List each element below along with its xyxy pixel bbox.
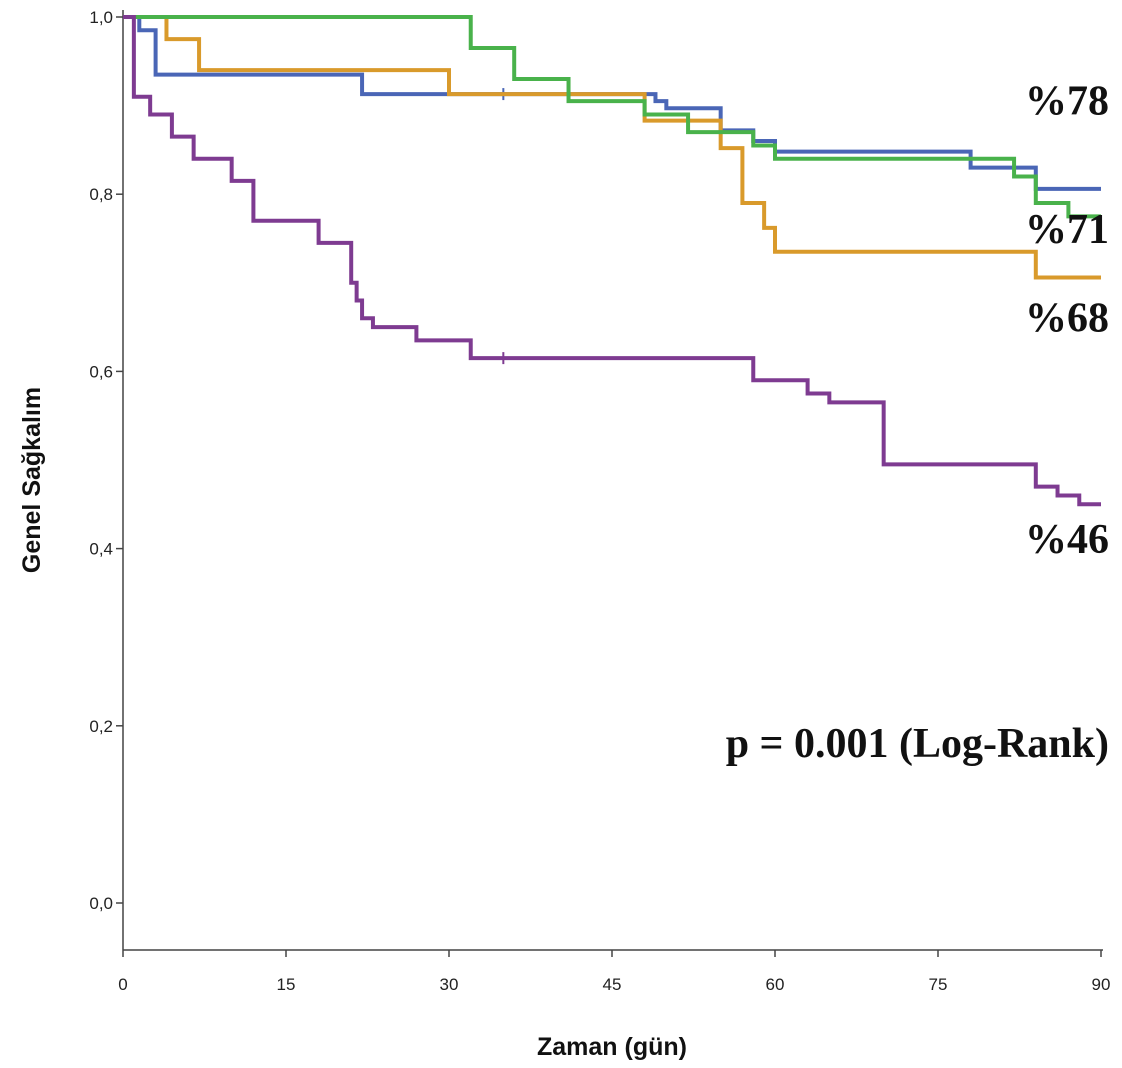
y-tick-label: 0,4: [89, 540, 113, 559]
x-tick-label: 15: [277, 975, 296, 994]
y-tick-label: 0,2: [89, 717, 113, 736]
survival-percent-label: %68: [1025, 296, 1109, 342]
chart-annotations: %78 %71 %68 %46 p = 0.001 (Log-Rank): [726, 78, 1109, 766]
survival-percent-label: %78: [1025, 78, 1109, 124]
survival-curve-2: [123, 15, 1101, 280]
x-tick-label: 45: [603, 975, 622, 994]
x-tick-label: 90: [1092, 975, 1111, 994]
chart-series: [123, 15, 1101, 507]
y-tick-label: 0,0: [89, 894, 113, 913]
y-tick-label: 1,0: [89, 8, 113, 27]
x-tick-label: 30: [440, 975, 459, 994]
survival-curve-3: [123, 15, 1101, 219]
x-tick-label: 75: [929, 975, 948, 994]
survival-percent-label: %46: [1025, 517, 1109, 563]
survival-curve-4: [123, 15, 1101, 507]
y-tick-label: 0,6: [89, 362, 113, 381]
y-tick-label: 0,8: [89, 185, 113, 204]
x-tick-label: 60: [766, 975, 785, 994]
survival-percent-label: %71: [1025, 207, 1109, 253]
chart-axes: 0 15 30 45 60 75 90 0,0 0,2 0,4 0,6 0,8 1,0: [89, 8, 1110, 994]
x-tick-label: 0: [118, 975, 127, 994]
y-axis-title: Genel Sağkalım: [18, 387, 46, 573]
p-value-annotation: p = 0.001 (Log-Rank): [726, 721, 1109, 767]
x-axis-title: Zaman (gün): [537, 1033, 687, 1061]
